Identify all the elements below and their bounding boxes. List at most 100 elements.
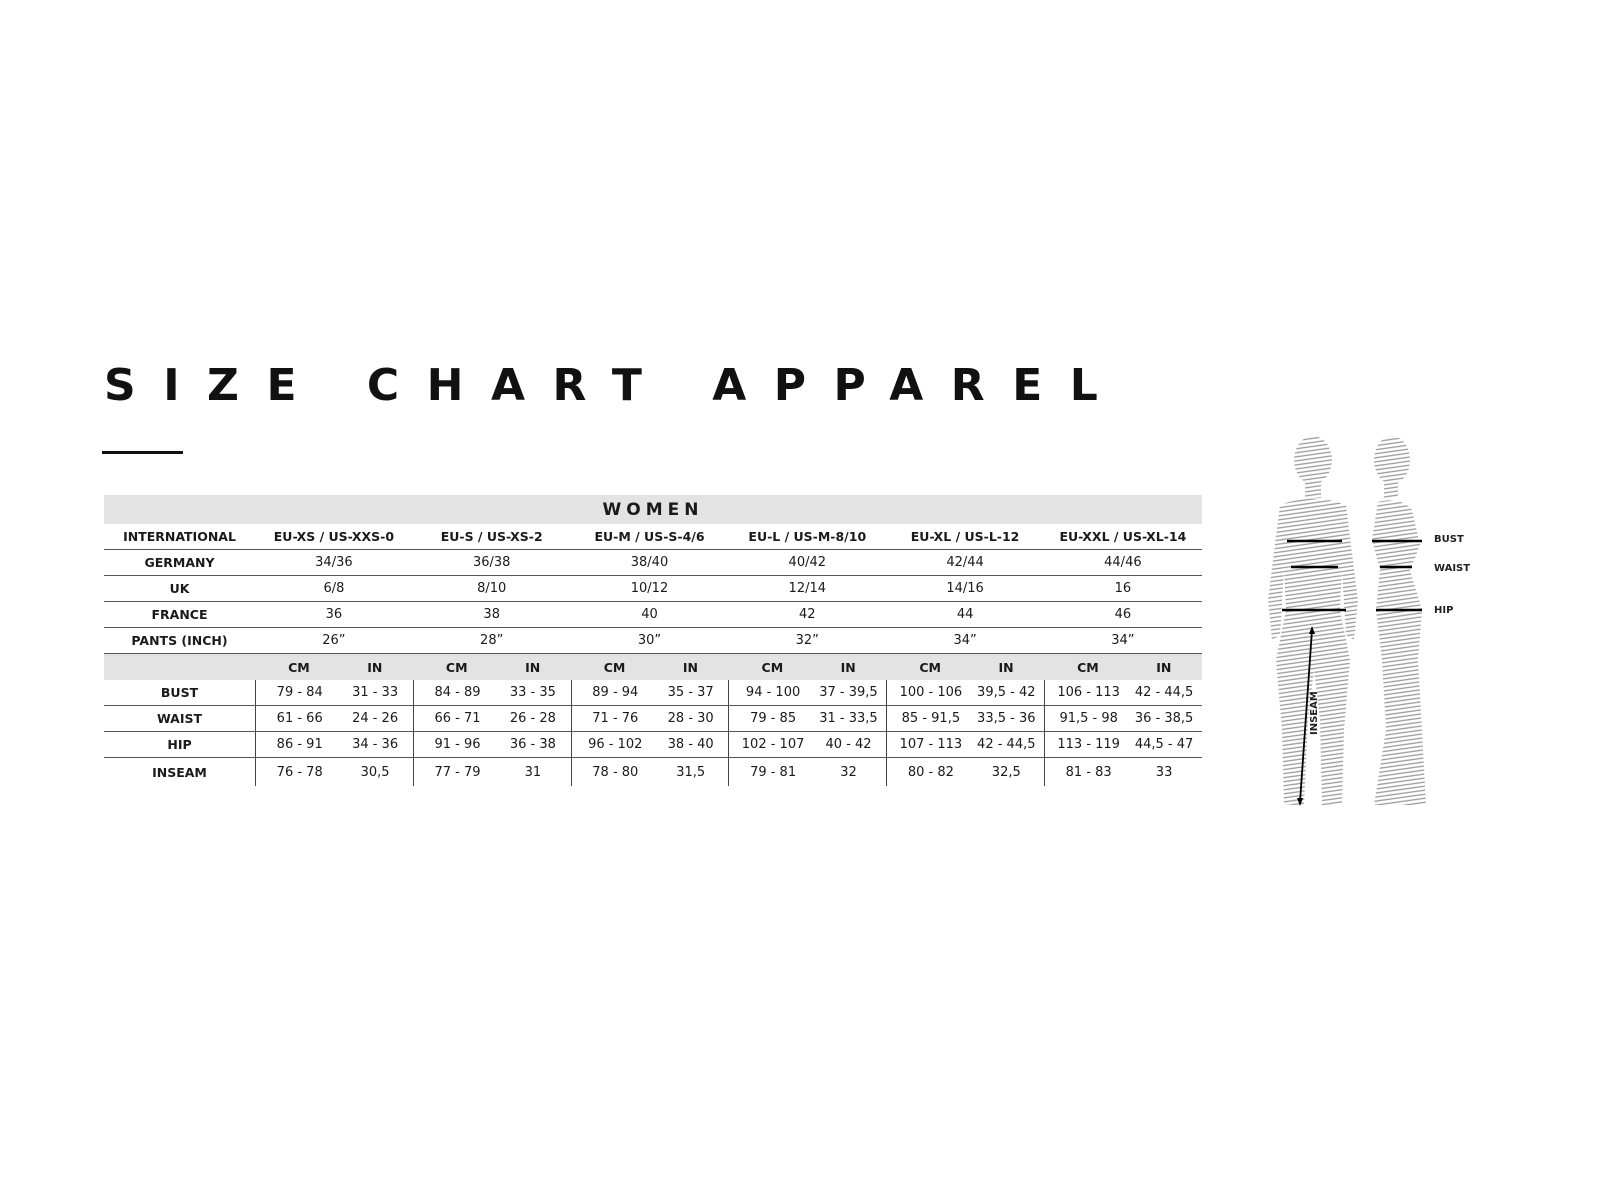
measure-group: 96 - 102 38 - 40 [570, 732, 729, 757]
unit-in: IN [682, 659, 698, 675]
measure-group: 107 - 113 42 - 44,5 [886, 732, 1044, 757]
measure-group: 113 - 119 44,5 - 47 [1043, 732, 1202, 757]
size-row-international: INTERNATIONAL EU-XS / US-XXS-0 EU-S / US-X… [104, 524, 1202, 550]
in-value: 31 [524, 764, 542, 780]
in-value: 31 - 33 [352, 685, 399, 700]
size-cell: 42/44 [946, 555, 984, 570]
size-cell: 44 [956, 607, 974, 622]
size-cell: 12/14 [788, 581, 827, 596]
unit-group: CM IN [886, 654, 1044, 680]
in-value: 30,5 [360, 764, 390, 780]
row-label: FRANCE [151, 607, 208, 622]
in-value: 44,5 - 47 [1134, 737, 1194, 752]
measure-group: 91 - 96 36 - 38 [412, 732, 571, 757]
row-label: HIP [167, 737, 192, 752]
size-cell: 28” [480, 633, 504, 648]
in-value: 34 - 36 [352, 737, 399, 752]
cm-value: 79 - 85 [750, 711, 797, 726]
unit-group: CM IN [1044, 654, 1202, 680]
unit-cm: CM [603, 659, 626, 675]
size-cell: 36/38 [472, 555, 511, 570]
in-value: 40 - 42 [825, 737, 872, 752]
cm-value: 96 - 102 [588, 737, 643, 752]
cm-value: 79 - 81 [750, 764, 797, 780]
size-cell: 30” [637, 633, 662, 648]
inseam-label: INSEAM [1309, 691, 1320, 735]
size-cell: 6/8 [323, 581, 345, 596]
measure-group: 81 - 83 33 [1043, 758, 1202, 786]
measure-group: 100 - 106 39,5 - 42 [886, 680, 1044, 705]
unit-in: IN [525, 659, 541, 675]
in-value: 42 - 44,5 [977, 737, 1036, 752]
measure-group: 66 - 71 26 - 28 [412, 706, 571, 731]
measure-group: 80 - 82 32,5 [886, 758, 1044, 786]
cm-value: 76 - 78 [276, 764, 323, 780]
cm-value: 107 - 113 [899, 737, 963, 752]
size-cell: 40/42 [788, 555, 827, 570]
cm-value: 85 - 91,5 [901, 711, 961, 726]
cm-value: 78 - 80 [592, 764, 639, 780]
bust-label: BUST [1434, 534, 1464, 545]
size-cell: 26” [322, 633, 346, 648]
size-cell: 44/46 [1104, 555, 1142, 570]
size-cell: 38 [483, 607, 500, 622]
size-cell: EU-L / US-M-8/10 [748, 529, 867, 544]
in-value: 33,5 - 36 [977, 711, 1036, 726]
cm-value: 66 - 71 [434, 711, 481, 726]
measure-row-inseam: INSEAM 76 - 78 30,5 77 - 79 31 78 - 80 31,5 79 … [104, 758, 1202, 786]
cm-value: 77 - 79 [434, 764, 481, 780]
measure-group: 79 - 81 32 [728, 758, 886, 786]
size-cell: 14/16 [946, 581, 984, 596]
size-cell: 40 [641, 607, 658, 622]
unit-group: CM IN [728, 654, 886, 680]
size-cell: 32” [795, 633, 819, 648]
cm-value: 100 - 106 [899, 685, 963, 700]
cm-value: 89 - 94 [592, 685, 639, 700]
unit-cm: CM [761, 659, 784, 675]
size-cell: EU-XS / US-XXS-0 [273, 529, 395, 544]
measure-group: 79 - 85 31 - 33,5 [728, 706, 886, 731]
measure-group: 76 - 78 30,5 [255, 758, 413, 786]
size-cell: 42 [799, 607, 816, 622]
measure-group: 91,5 - 98 36 - 38,5 [1043, 706, 1202, 731]
cm-value: 102 - 107 [741, 737, 805, 752]
in-value: 32,5 [991, 764, 1021, 780]
measure-group: 106 - 113 42 - 44,5 [1043, 680, 1202, 705]
size-cell: EU-M / US-S-4/6 [594, 529, 705, 544]
row-label: BUST [160, 685, 199, 700]
size-row-uk: UK 6/8 8/10 10/12 12/14 14/16 16 [104, 576, 1202, 602]
size-row-france: FRANCE 36 38 40 42 44 46 [104, 602, 1202, 628]
in-value: 31,5 [676, 764, 706, 780]
in-value: 28 - 30 [667, 711, 714, 726]
size-cell: 8/10 [477, 581, 507, 596]
size-cell: 16 [1114, 581, 1132, 596]
row-label: UK [169, 581, 190, 596]
measure-group: 86 - 91 34 - 36 [255, 732, 413, 757]
cm-value: 84 - 89 [434, 685, 481, 700]
row-label: INSEAM [152, 764, 207, 780]
unit-cm: CM [919, 659, 941, 675]
measure-group: 84 - 89 33 - 35 [412, 680, 571, 705]
cm-value: 79 - 84 [276, 685, 323, 700]
unit-group: CM IN [413, 654, 571, 680]
measure-group: 71 - 76 28 - 30 [570, 706, 729, 731]
body-measurement-figure: BUST WAIST HIP INSEAM [1268, 436, 1470, 806]
size-cell: EU-XXL / US-XL-14 [1059, 529, 1187, 544]
unit-cm: CM [1077, 659, 1099, 675]
in-value: 26 - 28 [509, 711, 556, 726]
cm-value: 80 - 82 [907, 764, 954, 780]
measure-row-bust: BUST 79 - 84 31 - 33 84 - 89 33 - 35 89 - 94 3… [104, 680, 1202, 706]
unit-in: IN [367, 659, 383, 675]
row-label: WAIST [156, 711, 203, 726]
page-title: SIZE CHART APPAREL [104, 360, 1126, 411]
measure-group: 102 - 107 40 - 42 [728, 732, 886, 757]
unit-cm: CM [445, 659, 468, 675]
in-value: 24 - 26 [352, 711, 399, 726]
measure-group: 77 - 79 31 [412, 758, 571, 786]
waist-label: WAIST [1434, 563, 1470, 574]
row-label: INTERNATIONAL [123, 529, 236, 544]
size-cell: 34” [1111, 633, 1135, 648]
section-header: WOMEN [104, 495, 1202, 524]
unit-in: IN [1156, 659, 1172, 675]
cm-value: 94 - 100 [745, 685, 801, 700]
